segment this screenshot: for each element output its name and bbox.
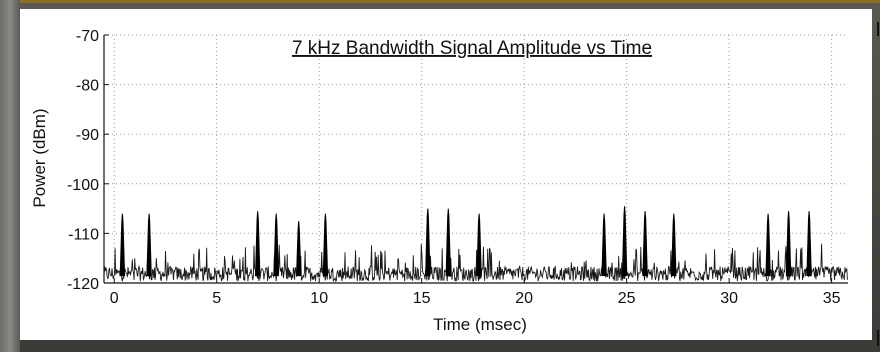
y-axis-title: Power (dBm) xyxy=(30,108,49,207)
pulse-14 xyxy=(785,211,792,277)
x-tick-label-15: 15 xyxy=(413,290,431,307)
pulse-5 xyxy=(322,213,329,277)
axis-lines xyxy=(103,34,848,284)
pulse-13 xyxy=(765,213,771,277)
grid-lines xyxy=(104,34,848,283)
y-tick-label-0: -70 xyxy=(76,28,99,45)
x-tick-label-35: 35 xyxy=(823,290,841,307)
pulse-8 xyxy=(476,213,482,277)
pulse-4 xyxy=(295,220,302,277)
y-tick-label-4: -110 xyxy=(68,226,99,243)
x-tick-label-30: 30 xyxy=(720,290,738,307)
pulse-1 xyxy=(146,213,152,277)
x-tick-label-20: 20 xyxy=(515,290,533,307)
pulse-12 xyxy=(671,213,677,277)
y-tick-label-1: -80 xyxy=(76,78,99,95)
tick-labels: 0 5 10 15 20 25 30 35 -70 -80 -90 -100 -110 -120 xyxy=(67,28,841,307)
slide-top-rule xyxy=(20,0,880,3)
panel-edge-tick-bottom xyxy=(877,330,879,346)
x-tick-label-5: 5 xyxy=(212,290,221,307)
y-tick-label-5: -120 xyxy=(67,276,99,293)
pulse-2 xyxy=(254,211,261,277)
chart-panel xyxy=(20,9,872,340)
pulse-7 xyxy=(445,208,452,277)
slide-left-bar xyxy=(0,0,20,352)
pulse-3 xyxy=(273,213,279,277)
x-axis-title: Time (msec) xyxy=(433,315,527,334)
panel-edge-tick-top xyxy=(877,22,879,36)
pulse-15 xyxy=(806,211,812,277)
y-tick-label-3: -100 xyxy=(67,177,99,194)
pulse-10 xyxy=(621,206,628,277)
signal-trace xyxy=(103,206,848,283)
pulse-0 xyxy=(119,213,126,277)
x-tick-label-0: 0 xyxy=(110,290,119,307)
pulse-6 xyxy=(425,208,431,277)
chart-title: 7 kHz Bandwidth Signal Amplitude vs Time xyxy=(292,38,652,59)
x-tick-label-25: 25 xyxy=(618,290,636,307)
y-tick-label-2: -90 xyxy=(76,127,99,144)
x-tick-label-10: 10 xyxy=(310,290,328,307)
pulse-9 xyxy=(601,213,607,277)
pulse-11 xyxy=(642,211,648,277)
noise-floor-trace xyxy=(103,243,848,283)
